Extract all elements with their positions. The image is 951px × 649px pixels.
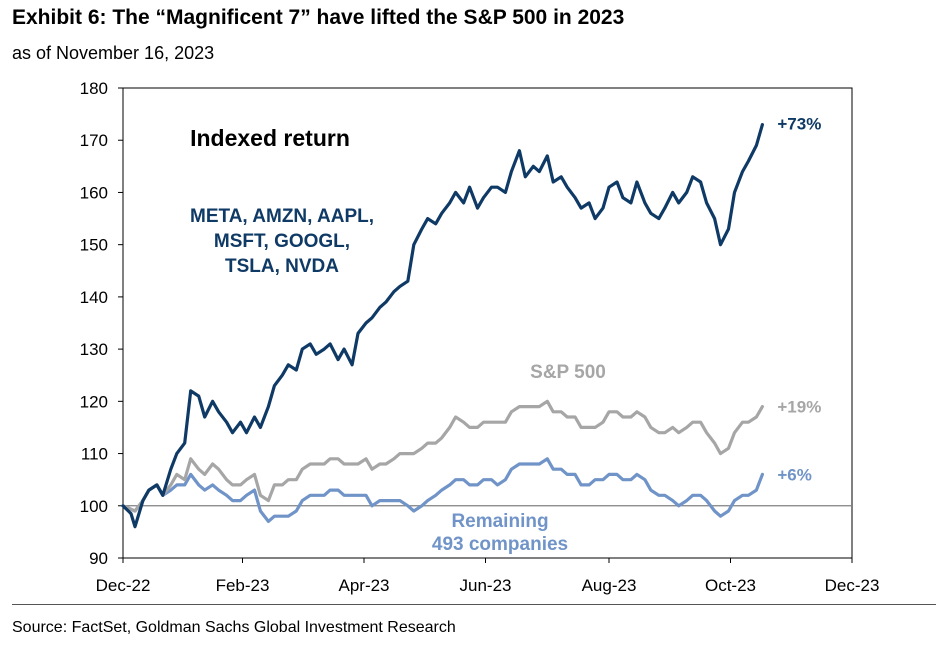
y-tick-label: 160 [80, 183, 108, 202]
chart-area: 90 100 110 120 130 140 150 160 170 180 Dec-22 Feb-2… [80, 79, 880, 595]
y-tick-label: 140 [80, 288, 108, 307]
end-label-0: +73% [777, 115, 821, 134]
inner-chart-title: Indexed return [190, 125, 350, 151]
x-tick-label: Oct-23 [705, 576, 756, 595]
y-tick-label: 120 [80, 392, 108, 411]
mag7-label-line: TSLA, NVDA [225, 256, 339, 277]
plot-frame [122, 87, 853, 559]
y-tick-label: 150 [80, 236, 108, 255]
y-tick-label: 130 [80, 340, 108, 359]
series-lines [121, 123, 764, 529]
chart-title: Exhibit 6: The “Magnificent 7” have lift… [12, 6, 625, 29]
x-tick-label: Aug-23 [582, 576, 637, 595]
x-tick-label: Dec-23 [825, 576, 880, 595]
remaining-label-line: 493 companies [432, 534, 568, 555]
series-line-0 [121, 123, 764, 529]
series-line-1 [121, 399, 764, 513]
axes: 90 100 110 120 130 140 150 160 170 180 Dec-22 Feb-2… [80, 79, 880, 595]
series-line-2 [121, 457, 764, 523]
y-tick-label: 170 [80, 131, 108, 150]
remaining-label-line: Remaining [451, 511, 548, 532]
x-tick-label: Jun-23 [460, 576, 512, 595]
mag7-label-line: META, AMZN, AAPL, [190, 206, 374, 227]
end-label-2: +6% [777, 465, 812, 484]
divider [12, 604, 936, 605]
source-note: Source: FactSet, Goldman Sachs Global In… [12, 619, 456, 636]
x-tick-label: Feb-23 [216, 576, 270, 595]
y-tick-label: 100 [80, 497, 108, 516]
mag7-label-line: MSFT, GOOGL, [214, 231, 350, 252]
chart-subtitle: as of November 16, 2023 [12, 43, 215, 63]
sp500-label: S&P 500 [530, 362, 606, 383]
end-label-1: +19% [777, 398, 821, 417]
x-tick-label: Dec-22 [96, 576, 151, 595]
y-tick-label: 180 [80, 79, 108, 98]
y-tick-label: 90 [89, 549, 108, 568]
x-tick-label: Apr-23 [338, 576, 389, 595]
chart-annotations: Indexed return +73% +19% +6% META, AMZN, AA… [190, 115, 821, 555]
y-tick-label: 110 [81, 445, 108, 464]
